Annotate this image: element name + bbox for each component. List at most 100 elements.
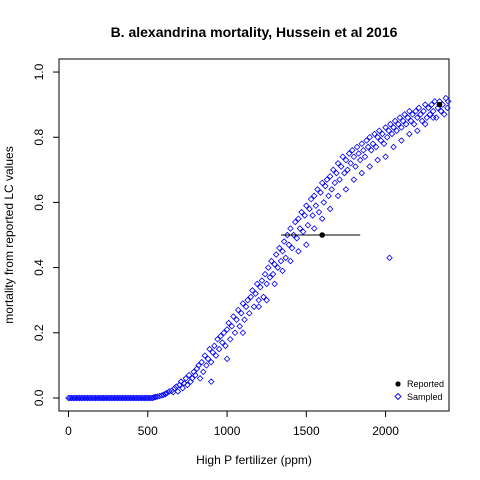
- sampled-point: [326, 173, 334, 180]
- sampled-point: [377, 137, 385, 144]
- sampled-point: [352, 163, 359, 170]
- sampled-point: [149, 394, 156, 402]
- sampled-point: [238, 309, 245, 317]
- sampled-point: [209, 349, 217, 356]
- sampled-point: [396, 114, 404, 121]
- sampled-point: [330, 166, 337, 174]
- sampled-point: [269, 270, 277, 278]
- sampled-point: [391, 117, 399, 125]
- sampled-point: [328, 186, 335, 193]
- sampled-point: [255, 296, 263, 304]
- sampled-point: [431, 98, 438, 105]
- sampled-point: [180, 380, 188, 387]
- sampled-point: [160, 391, 167, 398]
- chart-title: B. alexandrina mortality, Hussein et al …: [111, 24, 398, 40]
- sampled-point: [215, 345, 223, 353]
- sampled-point: [204, 355, 212, 363]
- legend-label-reported: Reported: [407, 379, 444, 389]
- sampled-point: [409, 111, 416, 118]
- sampled-point: [429, 107, 437, 115]
- sampled-point: [285, 241, 293, 249]
- sampled-point: [263, 280, 270, 288]
- sampled-point: [257, 283, 264, 291]
- reported-point: [319, 232, 325, 238]
- sampled-point: [353, 143, 361, 151]
- sampled-point: [398, 137, 405, 144]
- sampled-point: [295, 215, 302, 222]
- sampled-point: [417, 111, 424, 118]
- sampled-point: [425, 104, 432, 112]
- sampled-point: [344, 166, 351, 174]
- x-tick-label: 500: [138, 424, 158, 438]
- sampled-point: [421, 120, 429, 128]
- legend: Reported Sampled: [394, 379, 444, 402]
- sampled-point: [252, 290, 259, 297]
- sampled-point: [198, 358, 205, 366]
- sampled-point: [358, 169, 366, 177]
- sampled-point: [366, 163, 373, 170]
- sampled-point: [369, 140, 377, 148]
- reported-series: [280, 101, 443, 238]
- sampled-point: [173, 383, 180, 390]
- sampled-point: [382, 124, 389, 131]
- sampled-point: [347, 160, 354, 167]
- sampled-point: [429, 114, 437, 121]
- sampled-point: [303, 202, 310, 209]
- sampled-point: [372, 143, 380, 151]
- sampled-point: [279, 248, 286, 255]
- sampled-point: [401, 111, 408, 118]
- sampled-point: [363, 137, 370, 144]
- sampled-point: [184, 381, 191, 389]
- sampled-point: [350, 153, 358, 161]
- sampled-point: [277, 257, 285, 265]
- sampled-point: [334, 160, 342, 167]
- sampled-point: [192, 371, 199, 379]
- sampled-point: [355, 150, 362, 157]
- y-tick-label: 0.2: [32, 324, 46, 341]
- sampled-point: [306, 205, 313, 213]
- sampled-point: [356, 156, 364, 164]
- sampled-point: [322, 182, 329, 190]
- sampled-point: [217, 332, 224, 340]
- sampled-point: [222, 342, 229, 350]
- sampled-point: [368, 146, 375, 154]
- sampled-point: [366, 133, 373, 141]
- sampled-point: [298, 208, 305, 216]
- sampled-point: [263, 296, 270, 304]
- sampled-point: [414, 127, 421, 134]
- sampled-point: [280, 238, 288, 245]
- sampled-point: [287, 225, 294, 232]
- sampled-point: [233, 316, 240, 324]
- sampled-point: [282, 254, 289, 262]
- sampled-point: [310, 192, 318, 200]
- y-tick-label: 0.6: [32, 194, 46, 211]
- sampled-point: [309, 212, 316, 219]
- sampled-point: [317, 189, 324, 196]
- sampled-point: [154, 393, 161, 400]
- sampled-point: [182, 375, 190, 382]
- sampled-point: [404, 114, 412, 121]
- sampled-point: [437, 107, 445, 115]
- sampled-point: [200, 368, 207, 376]
- sampled-point: [379, 130, 386, 138]
- sampled-point: [334, 192, 342, 200]
- sampled-point: [165, 388, 173, 395]
- sampled-point: [158, 392, 166, 399]
- sampled-point: [345, 150, 353, 157]
- sampled-point: [244, 296, 251, 304]
- sampled-point: [341, 169, 348, 177]
- sampled-point: [387, 120, 394, 128]
- sampled-point: [245, 309, 253, 317]
- sampled-point: [242, 303, 250, 310]
- reported-point: [436, 101, 443, 108]
- sampled-point: [314, 186, 321, 193]
- sampled-point: [423, 114, 431, 121]
- sampled-point: [358, 140, 366, 148]
- x-axis: 0 500 1000 1500 2000: [65, 410, 399, 438]
- sampled-point: [361, 153, 369, 161]
- sampled-point: [239, 300, 247, 307]
- sampled-point: [342, 156, 350, 164]
- sampled-point: [249, 287, 256, 294]
- sampled-point: [226, 336, 234, 343]
